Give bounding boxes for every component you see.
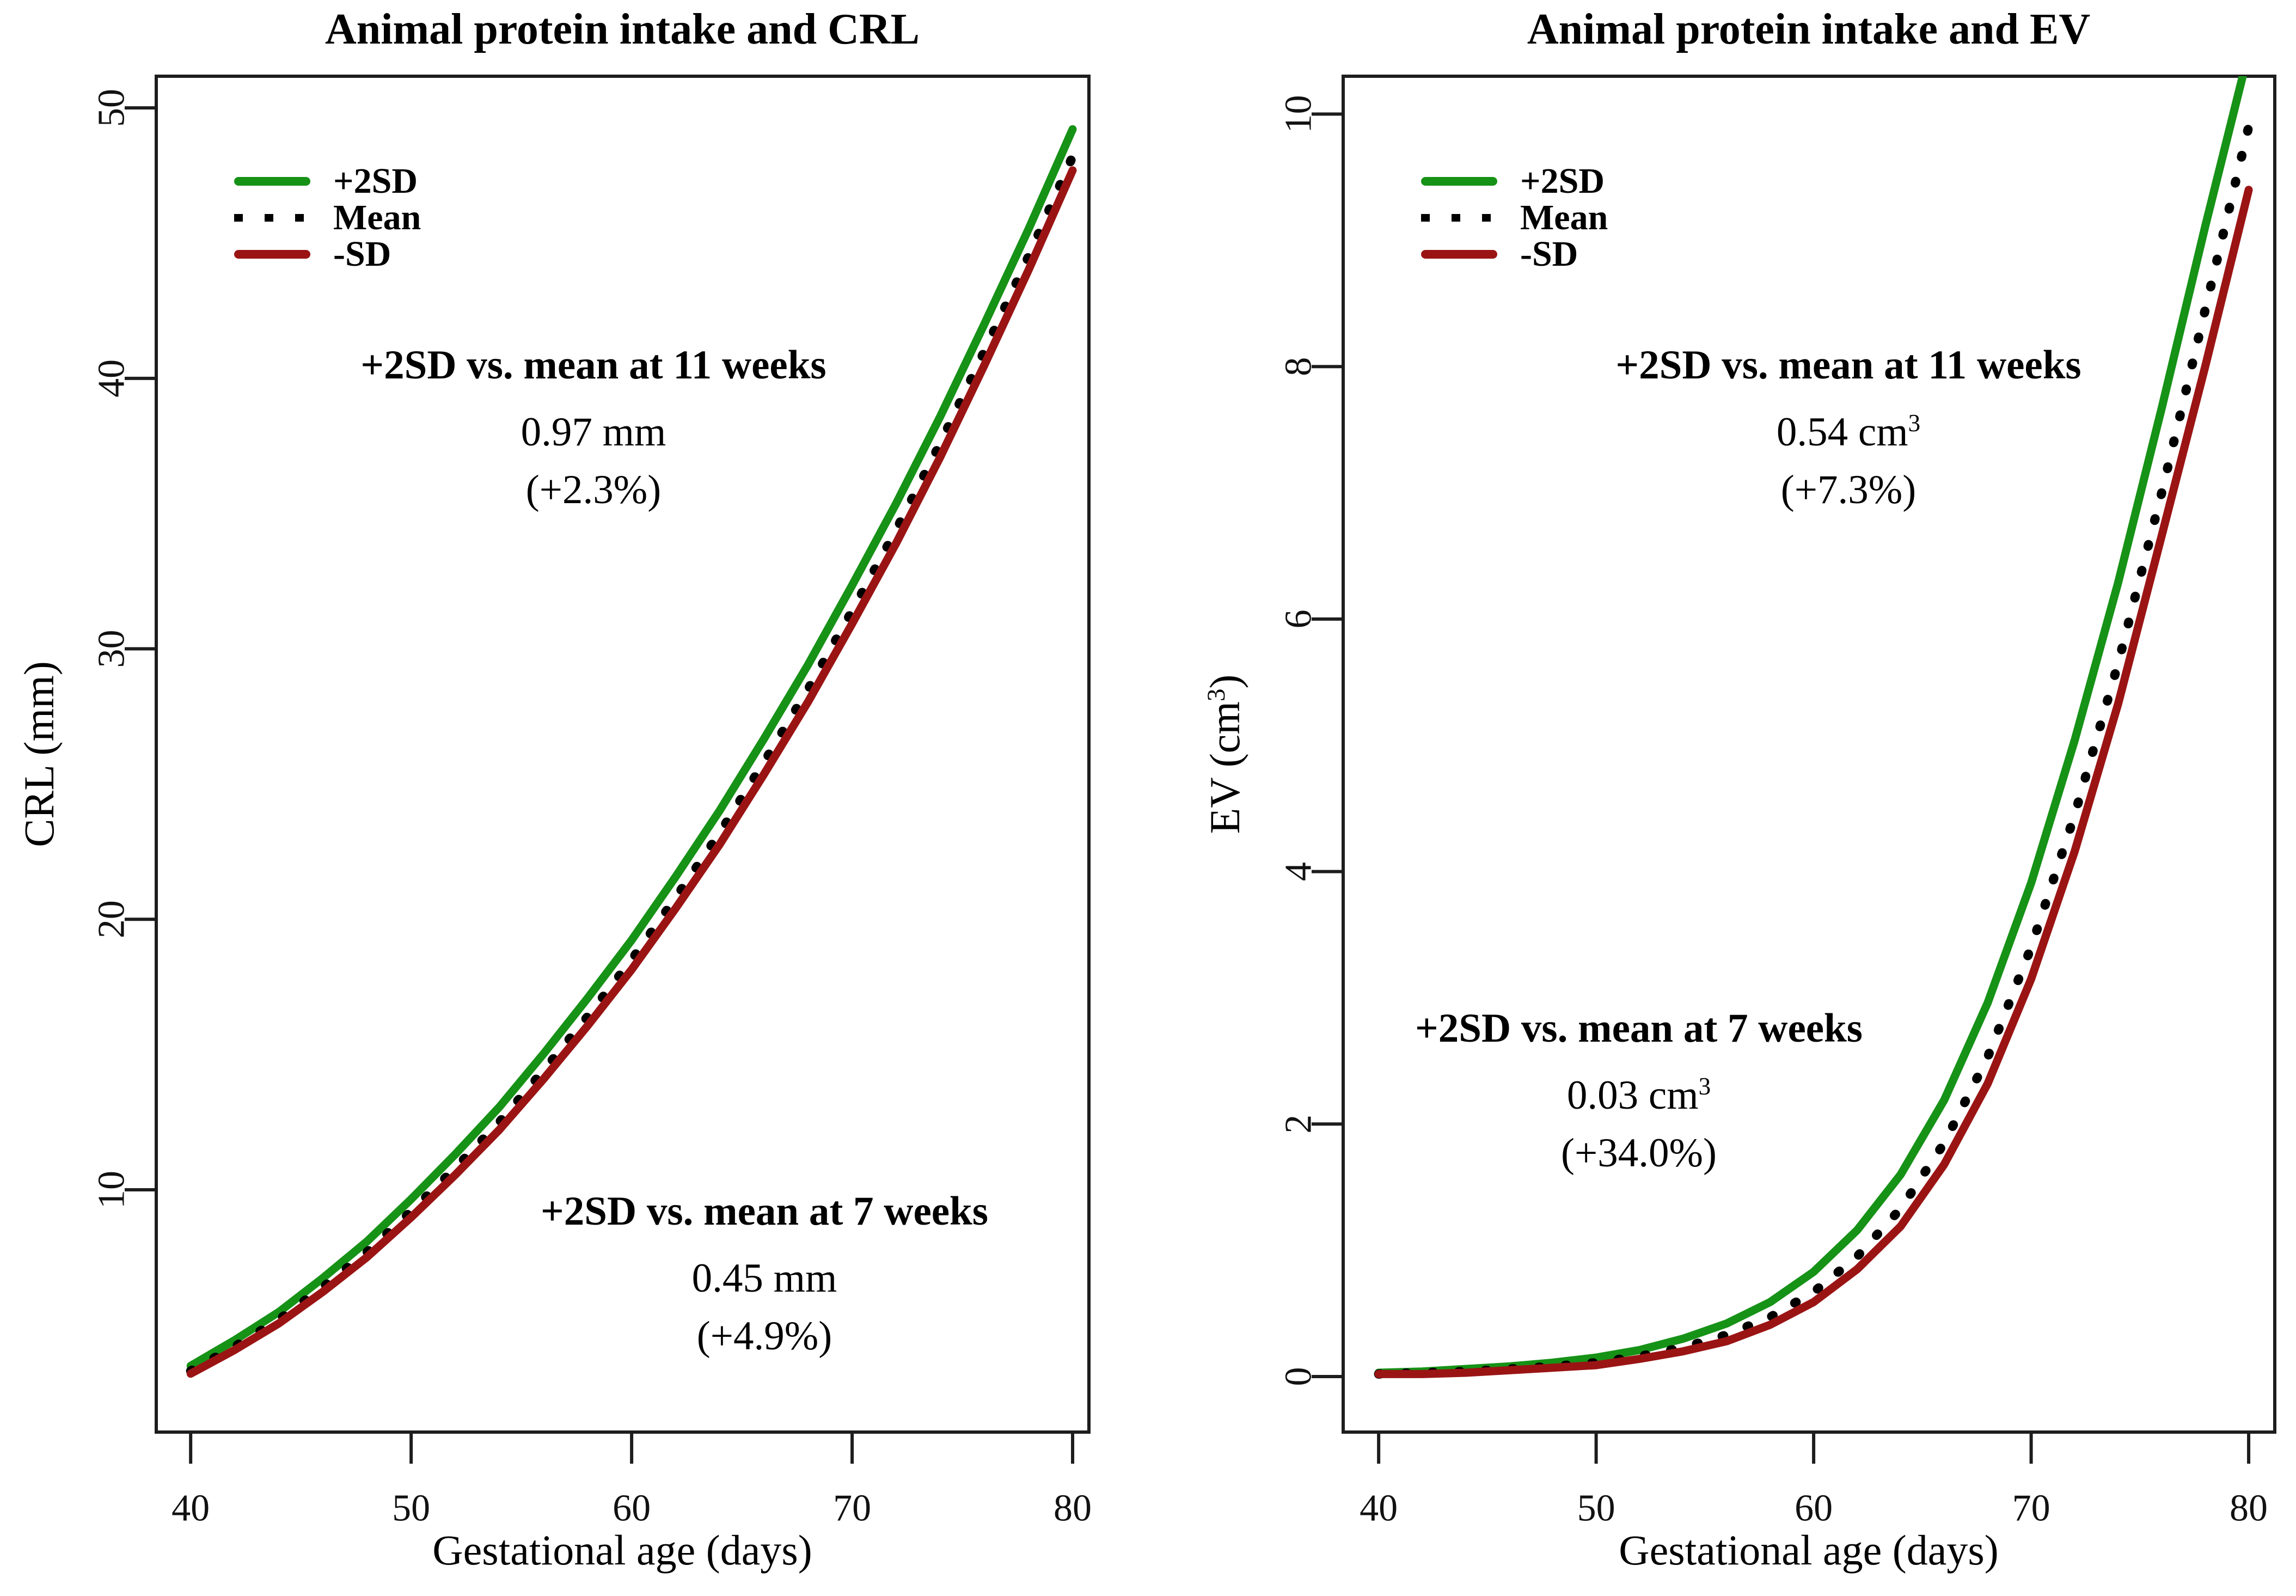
annotation-line: 0.97 mm <box>360 394 826 461</box>
annotation-line: (+34.0%) <box>1561 1130 1717 1176</box>
annotation-line: 0.45 mm <box>541 1240 988 1307</box>
x-tick-label: 80 <box>1054 1488 1092 1530</box>
curve-2sd <box>186 125 1077 1370</box>
y-tick-label: 50 <box>91 89 133 127</box>
legend-label-mean: Mean <box>333 198 421 237</box>
x-tick-label: 60 <box>613 1488 651 1530</box>
superscript: 3 <box>1908 409 1921 437</box>
y-tick-label: 2 <box>1278 1115 1320 1134</box>
panel-title-ev: Animal protein intake and EV <box>1527 5 2091 53</box>
curve-mean <box>1374 122 2254 1379</box>
annotation-crl-11-weeks: +2SD vs. mean at 11 weeks 0.97 mm (+2.3%… <box>360 337 826 519</box>
x-tick-label: 80 <box>2230 1488 2268 1530</box>
x-tick-label: 40 <box>1360 1488 1398 1530</box>
annotation-value: 0.97 mm <box>521 409 666 455</box>
y-tick-label: 10 <box>91 1171 133 1209</box>
plot-box <box>1342 75 2276 1434</box>
y-tick-label: 6 <box>1278 609 1320 628</box>
annotation-value: 0.03 cm <box>1566 1073 1699 1118</box>
y-tick-label: 0 <box>1278 1367 1320 1386</box>
x-tick-label: 70 <box>833 1488 871 1530</box>
annotation-line: +2SD vs. mean at 7 weeks <box>541 1189 988 1234</box>
y-axis-label-text: CRL (mm) <box>15 661 63 847</box>
legend-label-2sd: +2SD <box>1520 161 1605 201</box>
x-tick-label: 50 <box>1577 1488 1615 1530</box>
plot-box <box>155 75 1091 1434</box>
annotation-line: +2SD vs. mean at 11 weeks <box>1615 343 2081 388</box>
x-axis-label-ev: Gestational age (days) <box>1619 1526 1999 1574</box>
annotation-line: 0.54 cm3 <box>1615 394 2081 461</box>
annotation-crl-7-weeks: +2SD vs. mean at 7 weeks 0.45 mm (+4.9%) <box>541 1183 988 1365</box>
curve-2sd <box>1374 76 2247 1377</box>
superscript: 3 <box>1698 1073 1711 1100</box>
annotation-ev-11-weeks: +2SD vs. mean at 11 weeks 0.54 cm3 (+7.3… <box>1615 337 2081 519</box>
x-tick-label: 50 <box>392 1488 430 1530</box>
curve-mean <box>186 152 1077 1376</box>
legend-line-mean-icon <box>234 214 310 222</box>
legend-line-mean-icon <box>1421 214 1497 222</box>
annotation-ev-7-weeks: +2SD vs. mean at 7 weeks 0.03 cm3 (+34.0… <box>1415 1000 1863 1182</box>
curve-sd <box>1374 186 2253 1378</box>
y-axis-label-text: EV (cm <box>1201 701 1248 834</box>
legend-label-2sd: +2SD <box>333 161 418 201</box>
annotation-line: (+7.3%) <box>1780 467 1917 512</box>
legend-line-sd-icon <box>1421 250 1497 259</box>
x-tick-label: 70 <box>2012 1488 2050 1530</box>
y-tick-label: 20 <box>91 900 133 938</box>
y-tick-label: 8 <box>1278 357 1320 376</box>
x-tick-label: 40 <box>172 1488 210 1530</box>
y-tick-label: 30 <box>91 630 133 668</box>
y-tick-label: 10 <box>1278 95 1320 133</box>
y-axis-label-close: ) <box>1201 674 1248 689</box>
x-tick-label: 60 <box>1795 1488 1833 1530</box>
y-tick-label: 40 <box>91 359 133 398</box>
annotation-line: 0.03 cm3 <box>1415 1057 1863 1124</box>
y-axis-label-superscript: 3 <box>1202 688 1230 702</box>
legend-line-sd-icon <box>234 250 310 259</box>
x-axis-label-crl: Gestational age (days) <box>432 1526 812 1574</box>
legend-label-sd: -SD <box>333 234 391 274</box>
annotation-value: 0.54 cm <box>1776 409 1908 455</box>
legend-label-mean: Mean <box>1520 198 1608 237</box>
curve-sd <box>186 166 1077 1378</box>
y-tick-label: 4 <box>1278 862 1320 881</box>
annotation-value: 0.45 mm <box>691 1256 837 1301</box>
annotation-line: +2SD vs. mean at 11 weeks <box>360 343 826 388</box>
panel-title-crl: Animal protein intake and CRL <box>324 5 920 53</box>
annotation-line: (+2.3%) <box>525 467 662 512</box>
legend-line-2sd-icon <box>234 177 310 186</box>
annotation-line: +2SD vs. mean at 7 weeks <box>1415 1006 1863 1051</box>
legend-label-sd: -SD <box>1520 234 1578 274</box>
annotation-line: (+4.9%) <box>696 1313 832 1359</box>
legend-line-2sd-icon <box>1421 177 1497 186</box>
